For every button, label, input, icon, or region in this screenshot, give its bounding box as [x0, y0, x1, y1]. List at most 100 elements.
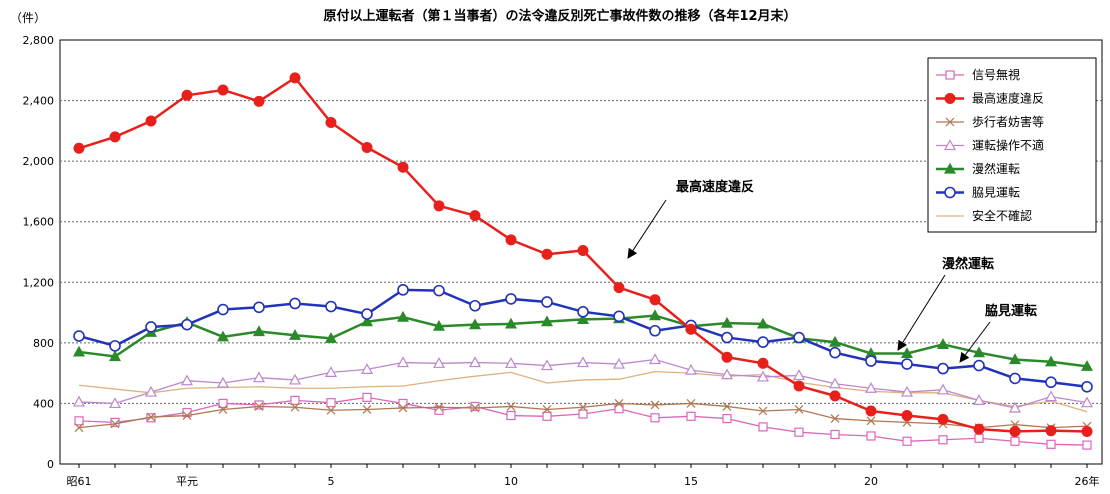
- data-point: [794, 427, 804, 437]
- data-point: [937, 362, 949, 375]
- data-point: [470, 403, 480, 413]
- data-point: [108, 397, 122, 409]
- legend-label: 漫然運転: [972, 161, 1020, 176]
- series-5: [73, 284, 1093, 393]
- unit-label: （件）: [10, 11, 46, 25]
- data-point: [721, 351, 733, 363]
- data-point: [865, 355, 877, 367]
- data-point: [901, 358, 913, 370]
- data-point: [252, 371, 266, 383]
- legend-item: 脇見運転: [936, 186, 1020, 200]
- annotation-label: 最高速度違反: [676, 179, 754, 195]
- data-point: [216, 376, 230, 388]
- data-point: [326, 405, 336, 415]
- data-point: [360, 315, 374, 327]
- data-point: [829, 390, 841, 402]
- y-tick-label: 1,600: [23, 216, 55, 229]
- x-tick-label: 平元: [176, 475, 198, 488]
- annotation-arrow: [959, 321, 991, 363]
- data-point: [504, 357, 518, 368]
- data-point: [829, 346, 841, 359]
- data-point: [613, 310, 625, 323]
- plot-area: [59, 39, 1103, 465]
- data-point: [505, 234, 517, 246]
- data-point: [649, 324, 661, 337]
- data-point: [144, 385, 158, 397]
- series-3: [72, 353, 1094, 413]
- data-point: [253, 95, 265, 107]
- data-point: [218, 405, 228, 414]
- data-point: [866, 416, 876, 426]
- data-point: [254, 402, 264, 411]
- data-point: [108, 350, 122, 362]
- y-tick-label: 400: [33, 397, 54, 410]
- data-point: [325, 300, 337, 313]
- data-point: [1045, 425, 1057, 437]
- data-point: [397, 284, 409, 296]
- data-point: [180, 374, 194, 386]
- data-point: [504, 317, 518, 329]
- legend-marker: [943, 162, 957, 174]
- data-point: [218, 398, 228, 409]
- y-tick-label: 2,400: [23, 95, 55, 108]
- series-6: [78, 370, 1088, 413]
- legend-marker: [945, 117, 955, 127]
- data-point: [396, 356, 410, 368]
- data-point: [614, 399, 624, 408]
- data-point: [900, 347, 914, 359]
- data-point: [469, 299, 481, 312]
- annotation: 漫然運転: [897, 256, 994, 351]
- data-point: [972, 394, 986, 405]
- annotation-label: 脇見運転: [985, 303, 1037, 319]
- annotation-arrow: [897, 274, 946, 351]
- data-point: [289, 297, 301, 310]
- data-point: [722, 413, 732, 424]
- annotation: 脇見運転: [959, 303, 1037, 363]
- data-point: [576, 356, 590, 368]
- data-point: [649, 294, 661, 306]
- data-point: [324, 366, 338, 377]
- series-line: [78, 396, 1088, 446]
- data-point: [973, 359, 985, 372]
- legend-label: 運転操作不適: [972, 138, 1044, 153]
- data-point: [469, 210, 481, 222]
- data-point: [541, 248, 553, 260]
- data-point: [901, 410, 913, 422]
- data-point: [900, 385, 914, 397]
- data-point: [650, 413, 660, 423]
- data-point: [145, 321, 157, 333]
- data-point: [361, 308, 373, 320]
- data-point: [1080, 360, 1094, 371]
- data-point: [542, 411, 552, 421]
- data-point: [756, 317, 770, 329]
- annotation-arrow: [627, 199, 667, 259]
- data-point: [721, 331, 733, 344]
- data-point: [540, 359, 554, 371]
- data-point: [757, 336, 769, 348]
- legend-label: 歩行者妨害等: [972, 114, 1044, 129]
- y-tick-label: 800: [33, 337, 54, 350]
- annotation: 最高速度違反: [627, 179, 754, 259]
- data-point: [684, 363, 698, 375]
- x-tick-label: 昭61: [67, 475, 92, 488]
- y-tick-label: 1,200: [23, 276, 55, 289]
- data-point: [433, 200, 445, 212]
- data-point: [109, 340, 121, 352]
- data-point: [936, 383, 950, 395]
- data-point: [577, 244, 589, 256]
- legend-label: 最高速度違反: [972, 91, 1044, 106]
- data-point: [757, 357, 769, 369]
- data-point: [613, 282, 625, 294]
- data-point: [361, 142, 373, 154]
- data-point: [686, 411, 696, 421]
- data-point: [434, 405, 444, 415]
- legend-item: 歩行者妨害等: [936, 114, 1044, 129]
- data-point: [216, 330, 230, 342]
- data-point: [398, 403, 408, 413]
- x-tick-label: 26年: [1075, 474, 1100, 488]
- data-point: [902, 436, 912, 446]
- data-point: [1080, 396, 1094, 408]
- data-point: [648, 353, 662, 365]
